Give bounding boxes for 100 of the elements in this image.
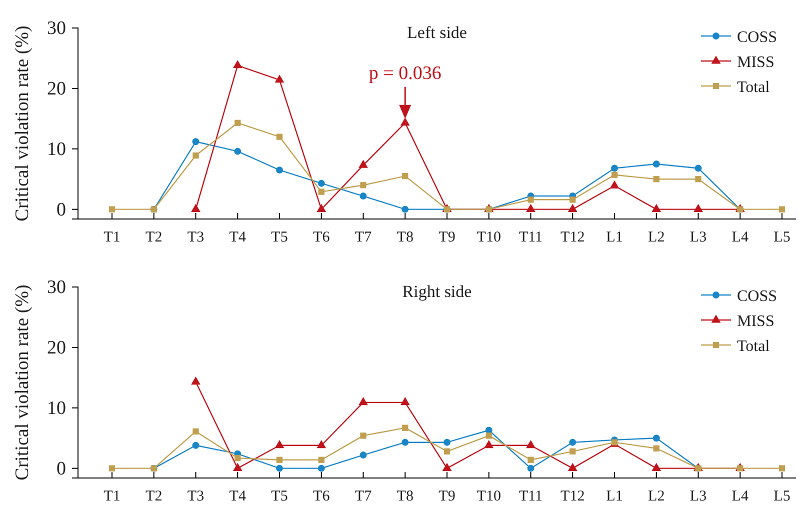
x-tick-label: T10 bbox=[476, 488, 501, 505]
x-tick-label: T7 bbox=[354, 230, 372, 246]
point bbox=[274, 74, 284, 83]
point bbox=[694, 164, 702, 172]
legend-label: MISS bbox=[737, 54, 774, 71]
x-tick-label: T9 bbox=[438, 230, 456, 246]
point bbox=[526, 440, 536, 448]
legend-label: Total bbox=[737, 338, 770, 355]
point bbox=[652, 462, 662, 472]
point bbox=[568, 204, 578, 212]
x-tick-label: L4 bbox=[732, 488, 749, 505]
point bbox=[191, 376, 200, 385]
point bbox=[402, 438, 409, 446]
point bbox=[570, 448, 576, 454]
point bbox=[318, 188, 324, 195]
point bbox=[486, 432, 492, 439]
x-tick-label: L2 bbox=[648, 230, 665, 246]
point bbox=[652, 434, 660, 442]
point bbox=[318, 464, 325, 472]
x-tick-label: L5 bbox=[774, 230, 790, 246]
y-tick-label: 0 bbox=[56, 199, 66, 220]
point bbox=[234, 148, 242, 155]
y-tick-label: 20 bbox=[47, 78, 66, 100]
point bbox=[276, 134, 283, 140]
legend-label: COSS bbox=[737, 288, 778, 305]
x-tick-label: T3 bbox=[187, 230, 204, 246]
x-tick-label: L1 bbox=[606, 230, 623, 246]
x-tick-label: T10 bbox=[476, 230, 501, 246]
x-tick-label: T4 bbox=[229, 230, 246, 246]
x-tick-label: T5 bbox=[271, 488, 288, 505]
x-tick-label: L2 bbox=[648, 488, 665, 505]
x-tick-label: L3 bbox=[690, 230, 707, 246]
x-tick-label: T3 bbox=[187, 488, 204, 505]
point bbox=[234, 120, 241, 126]
point bbox=[610, 180, 620, 188]
point bbox=[360, 452, 367, 459]
point bbox=[402, 206, 409, 213]
point bbox=[442, 462, 452, 472]
point bbox=[274, 440, 284, 448]
point bbox=[444, 448, 450, 454]
point bbox=[737, 465, 744, 472]
point bbox=[191, 204, 200, 212]
x-tick-label: T8 bbox=[396, 488, 414, 505]
chart-title: Left side bbox=[407, 23, 467, 42]
y-axis-title: Critical violation rate (%) bbox=[12, 26, 33, 222]
y-axis-title: Critical violation rate (%) bbox=[12, 284, 33, 480]
point bbox=[611, 172, 618, 178]
x-tick-label: T9 bbox=[438, 488, 456, 505]
point bbox=[402, 424, 408, 431]
point bbox=[108, 206, 116, 212]
point bbox=[528, 196, 534, 203]
point bbox=[652, 204, 662, 212]
point bbox=[192, 428, 199, 435]
point bbox=[570, 196, 576, 203]
legend-label: COSS bbox=[737, 29, 778, 46]
point bbox=[358, 397, 368, 406]
x-tick-label: T2 bbox=[146, 488, 162, 505]
point bbox=[695, 176, 702, 182]
x-tick-label: T5 bbox=[271, 230, 288, 246]
point bbox=[192, 138, 200, 146]
y-tick-label: 10 bbox=[47, 138, 66, 160]
point bbox=[568, 462, 578, 472]
x-tick-label: T8 bbox=[396, 230, 414, 246]
x-tick-label: T1 bbox=[104, 488, 120, 505]
x-tick-label: L3 bbox=[690, 488, 707, 505]
point bbox=[653, 176, 660, 182]
y-tick-label: 0 bbox=[56, 458, 66, 480]
point bbox=[526, 204, 536, 212]
x-tick-label: T12 bbox=[560, 488, 585, 505]
point bbox=[360, 182, 366, 188]
point bbox=[360, 192, 367, 200]
y-tick-label: 20 bbox=[47, 338, 66, 359]
x-tick-label: L1 bbox=[606, 488, 623, 505]
point bbox=[400, 397, 410, 406]
point bbox=[360, 432, 366, 439]
x-tick-label: T1 bbox=[104, 230, 120, 246]
y-tick-label: 10 bbox=[47, 398, 66, 419]
point bbox=[358, 160, 368, 168]
x-tick-label: L5 bbox=[774, 488, 790, 505]
x-tick-label: T11 bbox=[518, 230, 543, 246]
point bbox=[653, 445, 660, 452]
point bbox=[232, 60, 242, 68]
point bbox=[778, 465, 786, 472]
point bbox=[778, 206, 786, 212]
point bbox=[234, 454, 241, 462]
point bbox=[527, 464, 534, 472]
x-tick-label: T4 bbox=[229, 488, 246, 505]
annotation: p = 0.036 bbox=[368, 62, 442, 84]
point bbox=[316, 440, 326, 448]
point bbox=[318, 456, 324, 463]
point bbox=[276, 166, 283, 174]
x-tick-label: L4 bbox=[732, 230, 749, 246]
point bbox=[318, 180, 325, 187]
point bbox=[276, 456, 283, 463]
legend-label: MISS bbox=[737, 313, 774, 330]
x-tick-label: T12 bbox=[560, 230, 585, 246]
point bbox=[694, 204, 703, 212]
point bbox=[108, 465, 116, 472]
point bbox=[192, 442, 200, 449]
point bbox=[402, 173, 408, 180]
